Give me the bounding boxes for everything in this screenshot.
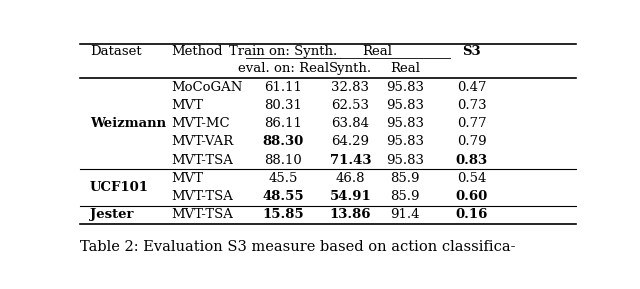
Text: eval. on: Real: eval. on: Real (238, 62, 329, 75)
Text: MVT-TSA: MVT-TSA (172, 154, 234, 167)
Text: 85.9: 85.9 (390, 172, 420, 185)
Text: S3: S3 (463, 45, 481, 58)
Text: 0.16: 0.16 (456, 208, 488, 221)
Text: 48.55: 48.55 (262, 190, 304, 203)
Text: 13.86: 13.86 (330, 208, 371, 221)
Text: MVT-TSA: MVT-TSA (172, 208, 234, 221)
Text: 95.83: 95.83 (386, 117, 424, 130)
Text: 62.53: 62.53 (332, 99, 369, 112)
Text: Synth.: Synth. (329, 62, 372, 75)
Text: MVT: MVT (172, 172, 204, 185)
Text: 80.31: 80.31 (264, 99, 302, 112)
Text: Dataset: Dataset (90, 45, 141, 58)
Text: 91.4: 91.4 (390, 208, 420, 221)
Text: 0.77: 0.77 (457, 117, 486, 130)
Text: 0.83: 0.83 (456, 154, 488, 167)
Text: 95.83: 95.83 (386, 99, 424, 112)
Text: 64.29: 64.29 (332, 136, 369, 149)
Text: UCF101: UCF101 (90, 181, 149, 194)
Text: 45.5: 45.5 (269, 172, 298, 185)
Text: 95.83: 95.83 (386, 136, 424, 149)
Text: Table 2: Evaluation S3 measure based on action classifica-: Table 2: Evaluation S3 measure based on … (80, 240, 515, 254)
Text: 95.83: 95.83 (386, 81, 424, 94)
Text: MVT-TSA: MVT-TSA (172, 190, 234, 203)
Text: MVT-VAR: MVT-VAR (172, 136, 234, 149)
Text: Method: Method (172, 45, 223, 58)
Text: MVT-MC: MVT-MC (172, 117, 230, 130)
Text: 61.11: 61.11 (264, 81, 302, 94)
Text: 71.43: 71.43 (330, 154, 371, 167)
Text: Train on: Synth.: Train on: Synth. (229, 45, 337, 58)
Text: MVT: MVT (172, 99, 204, 112)
Text: 0.60: 0.60 (456, 190, 488, 203)
Text: 0.47: 0.47 (457, 81, 486, 94)
Text: 54.91: 54.91 (330, 190, 371, 203)
Text: 63.84: 63.84 (332, 117, 369, 130)
Text: 88.10: 88.10 (264, 154, 302, 167)
Text: 85.9: 85.9 (390, 190, 420, 203)
Text: Weizmann: Weizmann (90, 117, 166, 130)
Text: 46.8: 46.8 (335, 172, 365, 185)
Text: 0.73: 0.73 (457, 99, 486, 112)
Text: 86.11: 86.11 (264, 117, 302, 130)
Text: 95.83: 95.83 (386, 154, 424, 167)
Text: 15.85: 15.85 (262, 208, 304, 221)
Text: Real: Real (390, 62, 420, 75)
Text: 88.30: 88.30 (263, 136, 304, 149)
Text: MoCoGAN: MoCoGAN (172, 81, 243, 94)
Text: Real: Real (363, 45, 392, 58)
Text: 32.83: 32.83 (332, 81, 369, 94)
Text: 0.54: 0.54 (457, 172, 486, 185)
Text: Jester: Jester (90, 208, 133, 221)
Text: 0.79: 0.79 (457, 136, 486, 149)
